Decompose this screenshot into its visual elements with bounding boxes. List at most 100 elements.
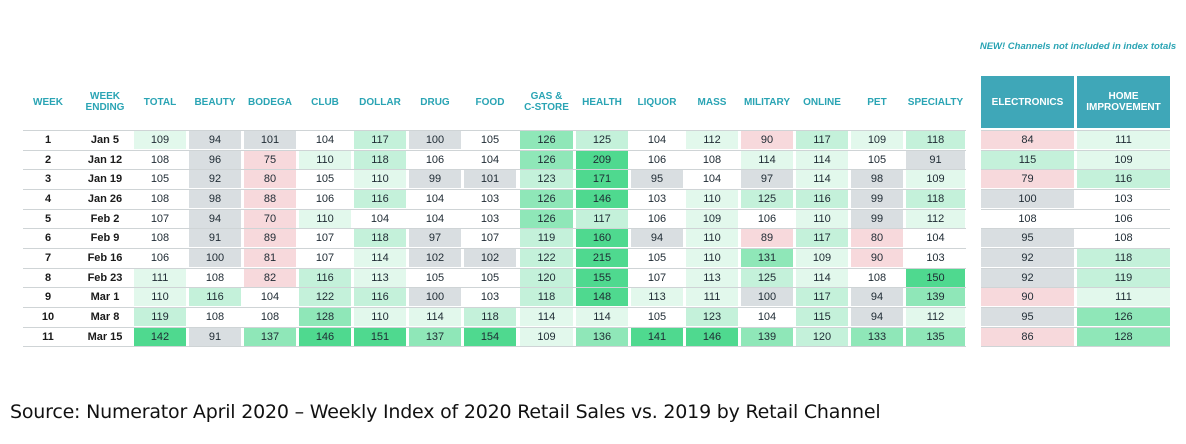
index-cell: 97	[409, 229, 461, 247]
index-cell: 116	[354, 190, 406, 208]
index-cell: 105	[134, 170, 186, 188]
index-cell: 110	[354, 170, 406, 188]
index-cell: 108	[981, 210, 1074, 228]
index-cell: 103	[464, 210, 516, 228]
index-cell: 110	[299, 151, 351, 169]
index-cell: 109	[1077, 151, 1170, 169]
index-cell: 80	[244, 170, 296, 188]
index-cell: 104	[741, 308, 793, 326]
index-cell: 99	[851, 190, 903, 208]
index-cell: 102	[409, 249, 461, 267]
index-cell: 111	[134, 269, 186, 287]
column-header-liquor: LIQUOR	[637, 96, 677, 108]
index-cell: 118	[1077, 249, 1170, 267]
index-cell: 146	[576, 190, 628, 208]
row-divider	[981, 130, 1170, 131]
index-cell: 70	[244, 210, 296, 228]
index-cell: 110	[796, 210, 848, 228]
index-cell: 108	[134, 151, 186, 169]
index-cell: 137	[409, 328, 461, 346]
index-cell: 110	[299, 210, 351, 228]
index-cell: 117	[796, 229, 848, 247]
index-cell: 107	[299, 249, 351, 267]
index-cell: 103	[906, 249, 965, 267]
index-cell: 119	[520, 229, 573, 247]
index-cell: 108	[686, 151, 738, 169]
week-ending: Feb 2	[90, 213, 120, 225]
index-cell: 128	[1077, 328, 1170, 346]
week-number: 3	[44, 173, 52, 185]
column-header-total: TOTAL	[143, 96, 177, 108]
index-cell: 104	[409, 210, 461, 228]
new-channels-note: NEW! Channels not included in index tota…	[979, 41, 1177, 52]
index-cell: 89	[741, 229, 793, 247]
index-cell: 114	[796, 170, 848, 188]
index-cell: 108	[244, 308, 296, 326]
week-number: 7	[44, 252, 52, 264]
index-cell: 136	[576, 328, 628, 346]
index-cell: 117	[796, 131, 848, 149]
index-cell: 131	[741, 249, 793, 267]
index-cell: 117	[354, 131, 406, 149]
index-cell: 108	[851, 269, 903, 287]
index-cell: 105	[851, 151, 903, 169]
index-cell: 114	[520, 308, 573, 326]
index-cell: 109	[851, 131, 903, 149]
index-cell: 91	[906, 151, 965, 169]
index-cell: 108	[189, 308, 241, 326]
index-cell: 135	[906, 328, 965, 346]
index-cell: 120	[520, 269, 573, 287]
index-cell: 119	[1077, 269, 1170, 287]
index-cell: 116	[299, 269, 351, 287]
index-cell: 108	[134, 190, 186, 208]
row-divider	[981, 287, 1170, 288]
index-cell: 102	[464, 249, 516, 267]
week-number: 9	[44, 291, 52, 303]
row-divider	[981, 209, 1170, 210]
column-header-beauty: BEAUTY	[194, 96, 236, 108]
row-divider	[23, 209, 966, 210]
index-cell: 116	[354, 288, 406, 306]
index-cell: 108	[134, 229, 186, 247]
index-cell: 118	[520, 288, 573, 306]
row-divider	[23, 327, 966, 328]
index-cell: 106	[299, 190, 351, 208]
index-cell: 125	[741, 190, 793, 208]
index-cell: 99	[409, 170, 461, 188]
index-cell: 108	[1077, 229, 1170, 247]
index-cell: 126	[520, 190, 573, 208]
index-cell: 123	[686, 308, 738, 326]
index-cell: 114	[741, 151, 793, 169]
index-cell: 111	[1077, 288, 1170, 306]
index-cell: 122	[299, 288, 351, 306]
index-cell: 84	[981, 131, 1074, 149]
index-cell: 110	[686, 229, 738, 247]
index-cell: 114	[796, 151, 848, 169]
row-divider	[23, 307, 966, 308]
index-cell: 92	[981, 269, 1074, 287]
index-cell: 120	[796, 328, 848, 346]
index-cell: 105	[631, 249, 683, 267]
index-cell: 75	[244, 151, 296, 169]
row-divider	[981, 346, 1170, 347]
index-cell: 107	[464, 229, 516, 247]
index-cell: 104	[686, 170, 738, 188]
row-divider	[981, 248, 1170, 249]
index-cell: 160	[576, 229, 628, 247]
index-cell: 96	[189, 151, 241, 169]
row-divider	[981, 268, 1170, 269]
index-cell: 106	[409, 151, 461, 169]
index-cell: 100	[741, 288, 793, 306]
index-cell: 98	[189, 190, 241, 208]
index-cell: 141	[631, 328, 683, 346]
index-cell: 133	[851, 328, 903, 346]
index-cell: 110	[686, 190, 738, 208]
index-cell: 109	[906, 170, 965, 188]
index-cell: 97	[741, 170, 793, 188]
index-cell: 117	[576, 210, 628, 228]
index-cell: 116	[189, 288, 241, 306]
index-cell: 118	[906, 131, 965, 149]
index-cell: 118	[464, 308, 516, 326]
index-cell: 116	[1077, 170, 1170, 188]
row-divider	[23, 150, 966, 151]
